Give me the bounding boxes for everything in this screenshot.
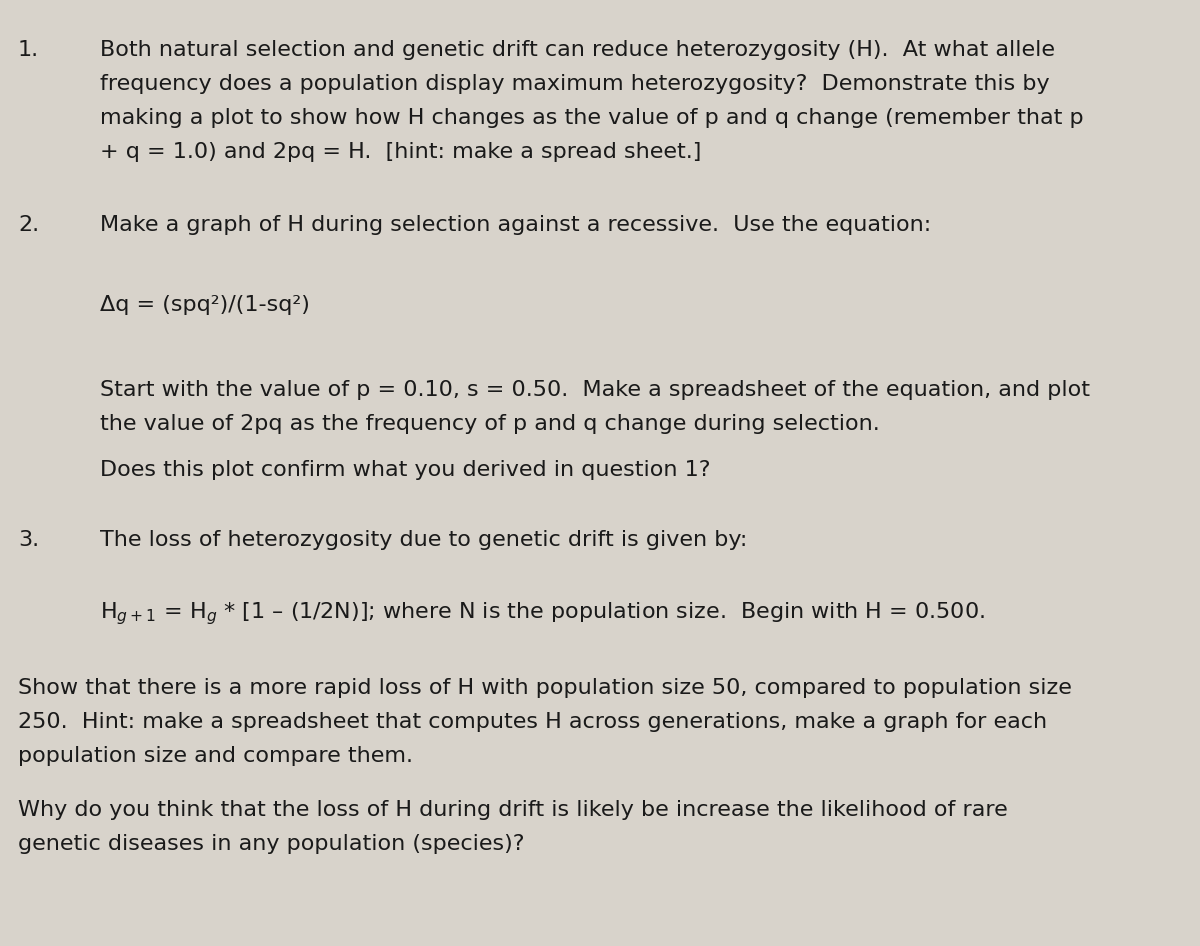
Text: making a plot to show how H changes as the value of p and q change (remember tha: making a plot to show how H changes as t… [100,108,1084,128]
Text: Both natural selection and genetic drift can reduce heterozygosity (H).  At what: Both natural selection and genetic drift… [100,40,1055,60]
Text: 250.  Hint: make a spreadsheet that computes H across generations, make a graph : 250. Hint: make a spreadsheet that compu… [18,712,1048,732]
Text: + q = 1.0) and 2pq = H.  [hint: make a spread sheet.]: + q = 1.0) and 2pq = H. [hint: make a sp… [100,142,701,162]
Text: Δq = (spq²)/(1-sq²): Δq = (spq²)/(1-sq²) [100,295,310,315]
Text: Show that there is a more rapid loss of H with population size 50, compared to p: Show that there is a more rapid loss of … [18,678,1072,698]
Text: population size and compare them.: population size and compare them. [18,746,413,766]
Text: Does this plot confirm what you derived in question 1?: Does this plot confirm what you derived … [100,460,710,480]
Text: Make a graph of H during selection against a recessive.  Use the equation:: Make a graph of H during selection again… [100,215,931,235]
Text: frequency does a population display maximum heterozygosity?  Demonstrate this by: frequency does a population display maxi… [100,74,1050,94]
Text: Start with the value of p = 0.10, s = 0.50.  Make a spreadsheet of the equation,: Start with the value of p = 0.10, s = 0.… [100,380,1090,400]
Text: genetic diseases in any population (species)?: genetic diseases in any population (spec… [18,834,524,854]
Text: H$_{g+1}$ = H$_g$ * [1 – (1/2N)]; where N is the population size.  Begin with H : H$_{g+1}$ = H$_g$ * [1 – (1/2N)]; where … [100,600,985,627]
Text: 3.: 3. [18,530,40,550]
Text: The loss of heterozygosity due to genetic drift is given by:: The loss of heterozygosity due to geneti… [100,530,748,550]
Text: the value of 2pq as the frequency of p and q change during selection.: the value of 2pq as the frequency of p a… [100,414,880,434]
Text: 2.: 2. [18,215,40,235]
Text: 1.: 1. [18,40,40,60]
Text: Why do you think that the loss of H during drift is likely be increase the likel: Why do you think that the loss of H duri… [18,800,1008,820]
